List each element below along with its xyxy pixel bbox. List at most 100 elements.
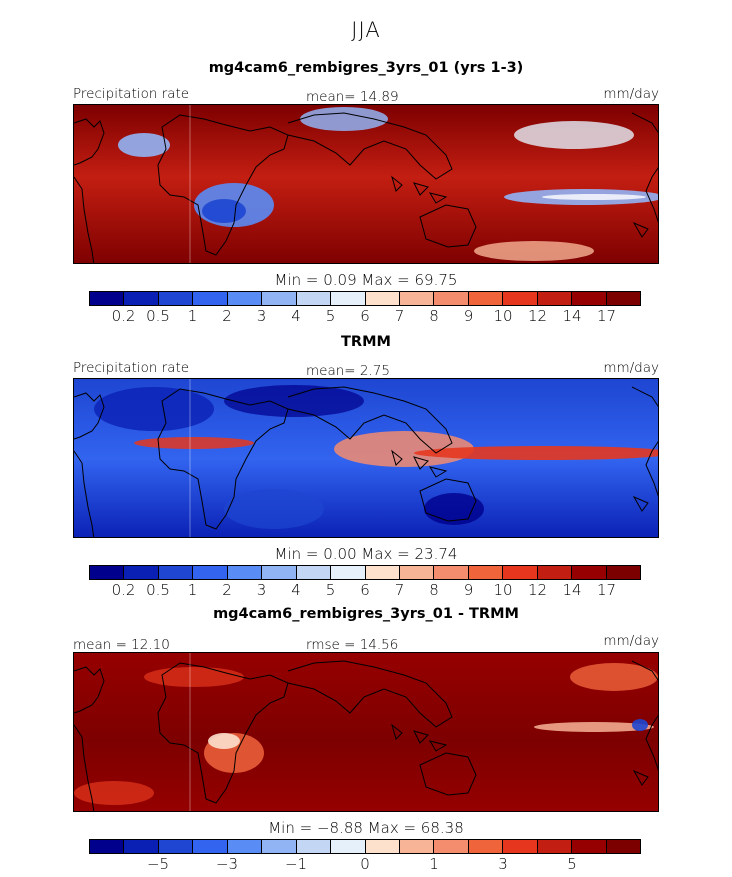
coastline <box>632 769 649 786</box>
panel-3-colorbar-labels: −5 −3 −1 0 1 3 5 <box>89 855 641 873</box>
colorbar-tick-label: 5 <box>325 581 336 599</box>
colorbar-swatch <box>537 292 573 305</box>
precip-anomaly-blob <box>514 121 634 149</box>
colorbar-swatch <box>296 840 332 853</box>
precip-anomaly-blob <box>118 133 170 157</box>
coastline <box>631 386 658 407</box>
panel-1-variable-label: Precipitation rate <box>73 86 190 102</box>
colorbar-tick-label: 0 <box>360 855 370 873</box>
panel-1-map <box>73 104 659 264</box>
colorbar-tick-label: 6 <box>360 581 370 599</box>
colorbar-swatch <box>572 840 607 853</box>
precip-anomaly-blob <box>224 489 324 529</box>
coastline <box>391 449 448 478</box>
panel-1-units-label: mm/day <box>603 86 659 102</box>
panel-3-units-label: mm/day <box>603 633 659 649</box>
colorbar-swatch <box>503 840 538 853</box>
colorbar-swatch <box>90 566 125 579</box>
panel-1-min-max: Min = 0.09 Max = 69.75 <box>274 271 458 289</box>
colorbar-tick-label: 0.2 <box>111 581 136 599</box>
colorbar-tick-label: 3 <box>256 307 267 325</box>
colorbar-swatch <box>331 292 366 305</box>
colorbar-tick-label: 12 <box>527 307 548 325</box>
map-field-2 <box>74 379 658 537</box>
colorbar-swatch <box>365 840 400 853</box>
precip-anomaly-blob <box>134 437 254 449</box>
colorbar-tick-label: 8 <box>429 581 439 599</box>
precip-anomaly-blob <box>202 199 246 223</box>
coastline <box>419 204 477 248</box>
colorbar-tick-label: 5 <box>325 307 336 325</box>
colorbar-swatch <box>468 292 504 305</box>
colorbar-tick-label: 1 <box>429 855 439 873</box>
colorbar-tick-label: 17 <box>596 581 617 599</box>
precip-anomaly-blob <box>474 241 594 261</box>
colorbar-swatch <box>331 566 366 579</box>
colorbar-tick-label: 3 <box>256 581 267 599</box>
colorbar-swatch <box>158 840 194 853</box>
colorbar-tick-label: 12 <box>527 581 548 599</box>
colorbar-swatch <box>399 292 435 305</box>
precip-anomaly-blob <box>534 722 654 732</box>
colorbar-tick-label: 0.5 <box>146 307 170 325</box>
panel-1-mean-label: mean= 14.89 <box>306 89 399 105</box>
colorbar-tick-label: 4 <box>291 307 301 325</box>
panel-2-variable-label: Precipitation rate <box>73 360 190 376</box>
coastline <box>419 478 477 522</box>
colorbar-tick-label: 4 <box>291 581 301 599</box>
colorbar-swatch <box>434 566 469 579</box>
panel-3-mean-label: mean = 12.10 <box>73 637 170 653</box>
precip-anomaly-blob <box>334 431 474 467</box>
colorbar-tick-label: 10 <box>493 307 513 325</box>
colorbar-tick-label: 7 <box>394 307 405 325</box>
panel-3-rmse-label: rmse = 14.56 <box>306 637 399 653</box>
coastline <box>419 752 477 796</box>
colorbar-swatch <box>262 566 297 579</box>
panel-1-colorbar <box>89 291 641 306</box>
colorbar-swatch <box>572 292 607 305</box>
colorbar-tick-label: 0.2 <box>111 307 136 325</box>
panel-3-map <box>73 652 659 812</box>
colorbar-tick-label: 8 <box>429 307 439 325</box>
colorbar-swatch <box>90 292 125 305</box>
coastline <box>157 114 289 256</box>
panel-1-title: mg4cam6_rembigres_3yrs_01 (yrs 1-3) <box>208 60 524 76</box>
colorbar-swatch <box>193 840 228 853</box>
map-field-1 <box>74 105 658 263</box>
colorbar-swatch <box>468 566 504 579</box>
colorbar-tick-label: 5 <box>567 855 577 873</box>
colorbar-swatch <box>193 292 228 305</box>
coastline <box>645 441 658 497</box>
colorbar-swatch <box>503 292 538 305</box>
colorbar-swatch <box>537 566 573 579</box>
colorbar-tick-label: 1 <box>187 581 198 599</box>
colorbar-swatch <box>468 840 504 853</box>
colorbar-swatch <box>227 292 263 305</box>
precip-anomaly-blob <box>208 733 240 749</box>
colorbar-tick-label: 10 <box>493 581 513 599</box>
panel-2-min-max: Min = 0.00 Max = 23.74 <box>274 545 458 563</box>
precip-anomaly-blob <box>224 385 364 417</box>
coastline <box>645 715 658 771</box>
colorbar-swatch <box>365 292 400 305</box>
precip-anomaly-blob <box>570 663 658 691</box>
colorbar-tick-label: 2 <box>222 581 232 599</box>
panel-2-units-label: mm/day <box>603 360 659 376</box>
coastline <box>74 666 105 714</box>
coastline <box>157 388 289 530</box>
coastline <box>632 221 649 238</box>
colorbar-swatch <box>331 840 366 853</box>
coastline <box>645 167 658 223</box>
colorbar-tick-label: 14 <box>562 581 582 599</box>
colorbar-tick-label: 9 <box>463 581 474 599</box>
panel-3-min-max: Min = −8.88 Max = 68.38 <box>268 819 464 837</box>
panel-2-colorbar <box>89 565 641 580</box>
colorbar-swatch <box>606 840 640 853</box>
colorbar-tick-label: 6 <box>360 307 370 325</box>
colorbar-tick-label: 0.5 <box>146 581 170 599</box>
colorbar-tick-label: 7 <box>394 581 405 599</box>
precip-anomaly-blob <box>144 667 244 687</box>
colorbar-tick-label: 14 <box>562 307 582 325</box>
panel-1-colorbar-labels: 0.2 0.5 1 2 3 4 5 6 7 8 9 10 12 14 17 <box>89 307 641 325</box>
colorbar-swatch <box>296 292 332 305</box>
